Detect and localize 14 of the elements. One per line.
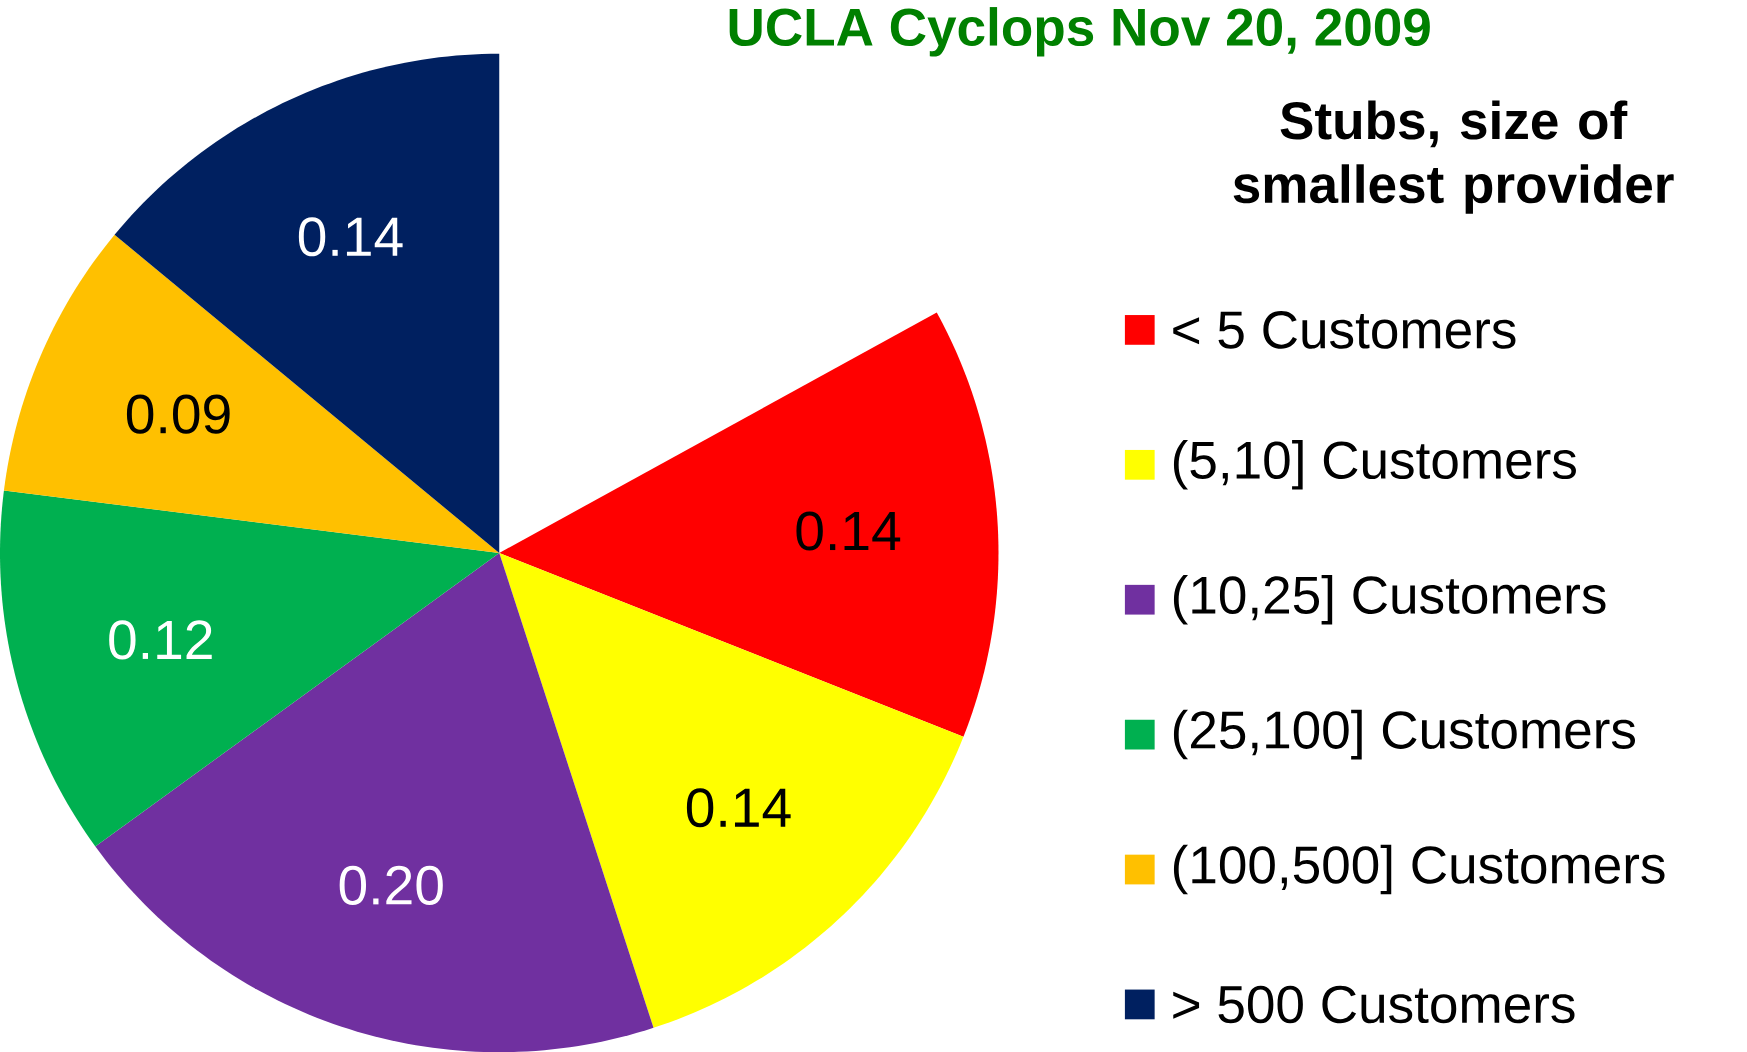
data-label: 0.14 [796,511,901,551]
legend-label: (10,25] Customers [1173,574,1606,625]
legend-label: (5,10] Customers [1173,439,1576,490]
data-label: 0.14 [686,788,791,828]
legend-label: > 500 Customers [1173,985,1575,1024]
data-label: 0.14 [298,217,403,257]
legend-label: (25,100] Customers [1173,709,1636,760]
data-label: 0.09 [126,394,230,434]
legend-label: < 5 Customers [1173,311,1516,349]
data-label: 0.20 [339,865,443,905]
data-label: 0.12 [109,620,212,660]
legend-label: (100,500] Customers [1173,844,1665,895]
chart-title: UCLA Cyclops Nov 20, 2009 [729,6,1430,57]
legend-title: Stubs, size of smallest provider [1233,100,1674,214]
